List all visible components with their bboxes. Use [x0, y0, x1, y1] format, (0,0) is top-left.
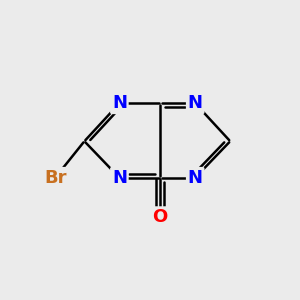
Text: N: N	[188, 169, 203, 187]
Text: Br: Br	[44, 169, 67, 187]
Text: N: N	[112, 94, 127, 112]
Text: N: N	[188, 94, 203, 112]
Text: O: O	[153, 208, 168, 226]
Text: N: N	[112, 169, 127, 187]
